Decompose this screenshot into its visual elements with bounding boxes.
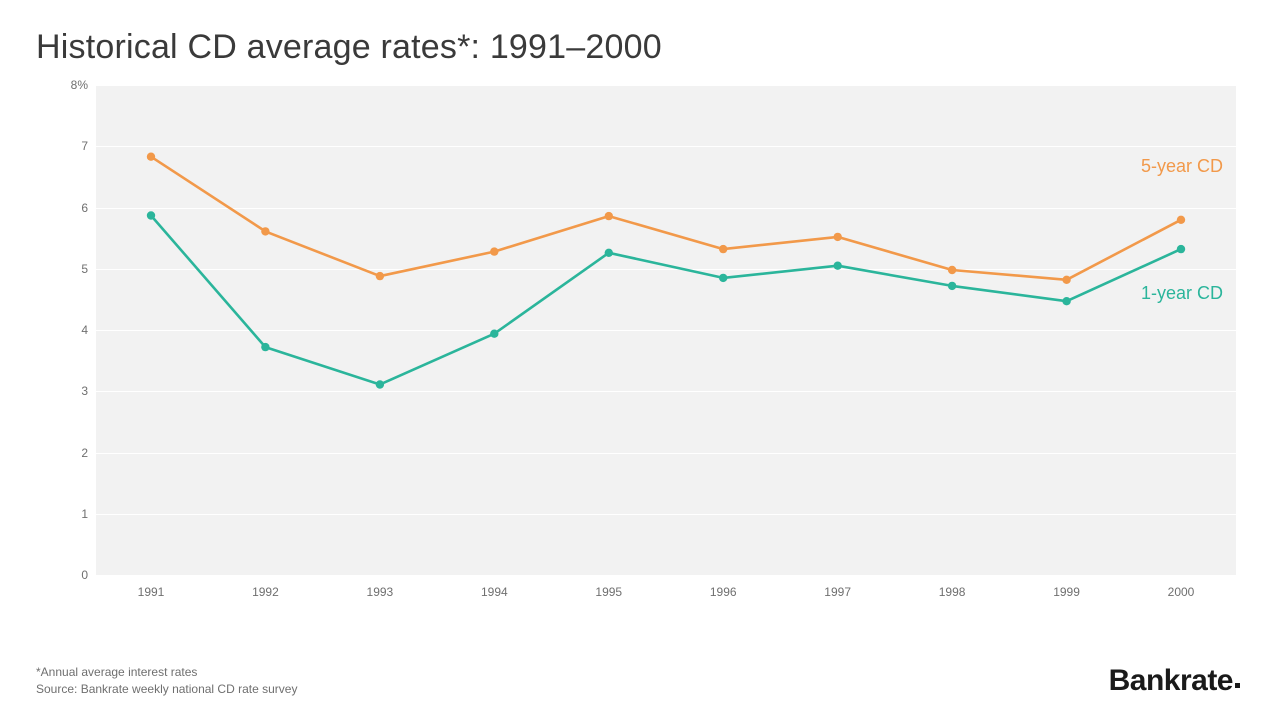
series-line (151, 157, 1181, 280)
x-tick-label: 1992 (252, 585, 279, 599)
series-label: 1-year CD (1141, 283, 1223, 304)
footnote-line-1: *Annual average interest rates (36, 664, 297, 681)
series-marker (1062, 297, 1070, 305)
series-marker (490, 247, 498, 255)
series-marker (376, 380, 384, 388)
series-marker (834, 233, 842, 241)
x-tick-label: 1996 (710, 585, 737, 599)
series-marker (948, 282, 956, 290)
series-marker (1062, 276, 1070, 284)
x-tick-label: 1997 (824, 585, 851, 599)
x-tick-label: 2000 (1168, 585, 1195, 599)
gridline (96, 575, 1236, 576)
brand-text: Bankrate (1109, 664, 1233, 697)
brand-logo: Bankrate (1109, 664, 1240, 698)
x-tick-label: 1998 (939, 585, 966, 599)
series-marker (261, 343, 269, 351)
series-marker (834, 262, 842, 270)
series-marker (147, 211, 155, 219)
series-marker (490, 330, 498, 338)
chart: 012345678%199119921993199419951996199719… (36, 85, 1244, 615)
series-marker (376, 272, 384, 280)
page: Historical CD average rates*: 1991–2000 … (0, 0, 1280, 720)
series-marker (147, 153, 155, 161)
x-tick-label: 1994 (481, 585, 508, 599)
footnote-line-2: Source: Bankrate weekly national CD rate… (36, 681, 297, 698)
series-marker (719, 245, 727, 253)
footnotes: *Annual average interest rates Source: B… (36, 664, 297, 698)
chart-title: Historical CD average rates*: 1991–2000 (36, 28, 1280, 67)
series-marker (1177, 245, 1185, 253)
series-marker (948, 266, 956, 274)
series-marker (261, 227, 269, 235)
series-label: 5-year CD (1141, 156, 1223, 177)
brand-dot-icon (1235, 683, 1240, 688)
series-marker (605, 212, 613, 220)
x-tick-label: 1999 (1053, 585, 1080, 599)
series-line (151, 216, 1181, 385)
series-marker (1177, 216, 1185, 224)
series-marker (719, 274, 727, 282)
x-tick-label: 1993 (367, 585, 394, 599)
x-tick-label: 1995 (595, 585, 622, 599)
x-tick-label: 1991 (138, 585, 165, 599)
plot-svg (36, 85, 1236, 575)
series-marker (605, 249, 613, 257)
